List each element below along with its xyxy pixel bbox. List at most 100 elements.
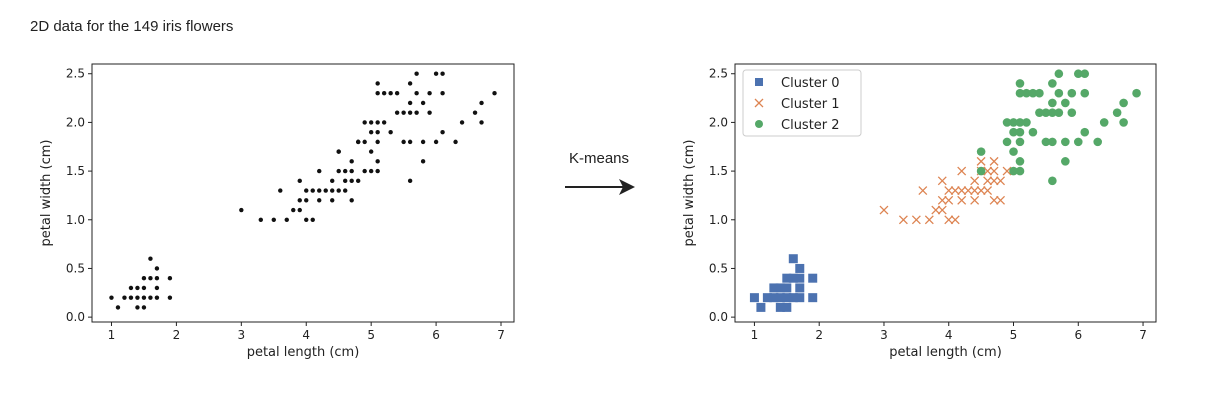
left-y-tick-label: 2.5	[66, 67, 85, 81]
left-point	[141, 275, 147, 281]
left-point	[394, 110, 400, 115]
left-point	[109, 295, 114, 300]
left-point	[375, 129, 380, 135]
left-point	[381, 91, 387, 96]
left-point	[459, 120, 465, 125]
left-point	[128, 295, 134, 300]
left-axes-frame	[91, 63, 515, 323]
left-point	[479, 120, 484, 125]
left-point	[420, 100, 426, 106]
left-y-axis-label: petal width (cm)	[39, 140, 54, 247]
left-point	[330, 188, 335, 193]
left-point	[258, 217, 263, 222]
left-x-tick-label: 4	[302, 328, 310, 342]
left-point	[135, 305, 140, 310]
left-point	[420, 159, 426, 164]
left-point	[440, 129, 445, 135]
left-x-tick-label: 2	[173, 328, 181, 342]
left-point	[368, 120, 374, 125]
left-point	[148, 256, 153, 261]
left-y-tick-label: 1.5	[66, 164, 85, 178]
left-point	[355, 178, 361, 184]
left-point	[420, 139, 426, 145]
left-point	[407, 139, 413, 145]
left-point	[368, 168, 374, 174]
left-point	[297, 178, 302, 184]
left-point	[115, 305, 121, 310]
left-y-tick-label: 1.0	[66, 213, 85, 227]
left-point	[388, 91, 393, 96]
left-point	[349, 159, 354, 164]
left-point	[343, 178, 348, 184]
left-point	[407, 178, 413, 184]
left-point	[330, 178, 335, 184]
left-point	[407, 100, 413, 106]
left-point	[433, 71, 439, 76]
left-point	[362, 139, 367, 145]
left-point	[388, 129, 393, 135]
left-point	[343, 168, 348, 174]
kmeans-label: K-means	[569, 150, 630, 167]
left-x-tick-label: 6	[432, 328, 440, 342]
left-point	[381, 120, 387, 125]
left-point	[375, 81, 380, 86]
left-x-axis-label: petal length (cm)	[247, 345, 360, 360]
left-point	[375, 168, 380, 174]
left-point	[375, 91, 380, 96]
left-point	[336, 188, 341, 193]
left-point	[349, 178, 354, 184]
left-point	[440, 71, 445, 76]
left-x-tick-label: 7	[497, 328, 505, 342]
left-point	[284, 217, 289, 222]
left-point	[362, 168, 367, 174]
left-point	[167, 295, 173, 300]
left-point	[154, 295, 160, 300]
left-point	[375, 159, 380, 164]
left-point	[336, 168, 341, 174]
left-point	[167, 275, 173, 281]
left-point	[310, 217, 315, 222]
left-point	[154, 266, 160, 271]
left-point	[278, 188, 283, 193]
left-point	[317, 198, 322, 203]
left-point	[317, 188, 322, 193]
left-point	[427, 110, 432, 115]
left-x-tick-label: 5	[367, 328, 375, 342]
left-point	[355, 139, 361, 145]
left-point	[154, 275, 160, 281]
left-point	[323, 188, 328, 193]
left-point	[141, 285, 147, 291]
left-point	[310, 188, 315, 193]
left-point	[128, 285, 134, 291]
left-point	[122, 295, 127, 300]
arrow-icon	[565, 179, 635, 195]
left-point	[148, 275, 153, 281]
left-point	[368, 129, 374, 135]
left-y-tick-label: 0.0	[66, 310, 85, 324]
figure-heading: 2D data for the 149 iris flowers	[30, 18, 234, 35]
left-y-tick-label: 0.5	[66, 261, 85, 275]
left-point	[492, 91, 497, 96]
left-point	[349, 168, 354, 174]
left-x-tick-label: 1	[108, 328, 116, 342]
left-point	[414, 71, 419, 76]
left-point	[135, 285, 140, 291]
left-point	[135, 295, 140, 300]
left-point	[154, 285, 160, 291]
left-x-tick-label: 3	[238, 328, 246, 342]
left-point	[330, 198, 335, 203]
left-point	[141, 305, 147, 310]
left-point	[297, 207, 302, 213]
left-point	[414, 110, 419, 115]
left-point	[401, 110, 406, 115]
left-point	[291, 207, 296, 213]
left-point	[394, 91, 400, 96]
left-point	[304, 217, 309, 222]
left-point	[375, 120, 380, 125]
left-point	[317, 168, 322, 174]
left-point	[375, 139, 380, 145]
left-point	[304, 198, 309, 203]
left-point	[343, 188, 348, 193]
left-point	[407, 110, 413, 115]
